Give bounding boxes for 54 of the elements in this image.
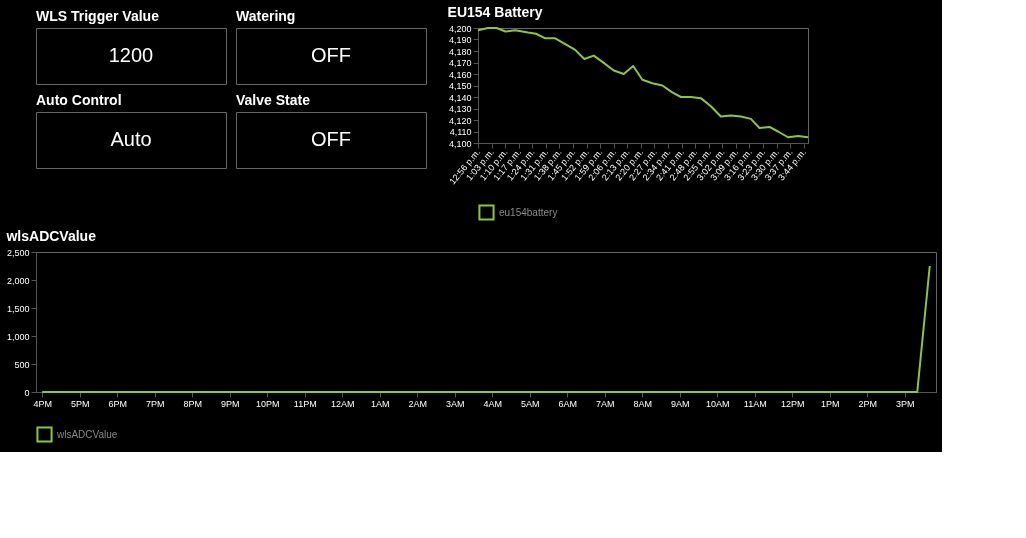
y-tick-label: 4,180 [448, 46, 472, 57]
x-tick-label: 11PM [293, 398, 317, 409]
chart-title: wlsADCValue [5, 228, 97, 244]
x-tick-label: 12PM [780, 398, 805, 409]
x-tick-label: 4PM [33, 398, 53, 409]
text: Auto Control [36, 92, 122, 108]
x-tick-label: 12AM [330, 398, 355, 409]
x-tick-label: 7AM [595, 398, 615, 409]
y-tick-label: 1,000 [6, 331, 30, 342]
y-tick-label: 2,000 [6, 275, 30, 286]
y-tick-label: 4,100 [448, 138, 472, 149]
x-tick-label: 10PM [255, 398, 280, 409]
x-tick-label: 4AM [483, 398, 503, 409]
y-tick-label: 4,140 [448, 92, 472, 103]
x-tick-label: 2AM [408, 398, 428, 409]
y-tick-label: 4,120 [448, 115, 472, 126]
y-tick-label: 4,190 [448, 35, 472, 45]
y-tick-label: 0 [24, 387, 30, 398]
y-tick-label: 4,130 [448, 104, 472, 114]
text: Valve State [236, 92, 311, 108]
x-tick-label: 9AM [670, 398, 690, 409]
x-tick-label: 1AM [370, 398, 390, 409]
text: 1200 [108, 44, 154, 66]
x-tick-label: 11AM [743, 398, 767, 409]
chart-title: EU154 Battery [447, 4, 543, 20]
x-tick-label: 6AM [558, 398, 578, 409]
text: WLS Trigger Value [36, 8, 160, 24]
x-tick-label: 8AM [633, 398, 653, 409]
text: OFF [311, 128, 351, 150]
y-tick-label: 4,200 [448, 23, 472, 34]
x-tick-label: 8PM [183, 398, 203, 409]
text: Watering [236, 8, 296, 24]
y-tick-label: 1,500 [6, 303, 30, 314]
y-tick-label: 4,150 [448, 81, 472, 91]
y-tick-label: 4,160 [448, 69, 472, 80]
legend-label: eu154battery [499, 206, 558, 218]
x-tick-label: 3AM [445, 398, 465, 409]
x-tick-label: 6PM [108, 398, 128, 409]
x-tick-label: 5AM [520, 398, 540, 409]
legend-label: wlsADCValue [56, 428, 118, 440]
x-tick-label: 9PM [220, 398, 240, 409]
text: Auto [110, 128, 152, 150]
y-tick-label: 4,170 [448, 58, 472, 68]
x-tick-label: 7PM [145, 398, 165, 409]
text: OFF [311, 44, 351, 66]
y-tick-label: 500 [14, 359, 30, 370]
x-tick-label: 2PM [858, 398, 878, 409]
line-series [477, 27, 809, 139]
x-tick-label: 3PM [895, 398, 915, 409]
y-tick-label: 2,500 [6, 247, 30, 258]
y-tick-label: 4,110 [449, 127, 472, 137]
x-tick-label: 1PM [820, 398, 840, 409]
x-tick-label: 5PM [70, 398, 90, 409]
x-tick-label: 10AM [705, 398, 730, 409]
